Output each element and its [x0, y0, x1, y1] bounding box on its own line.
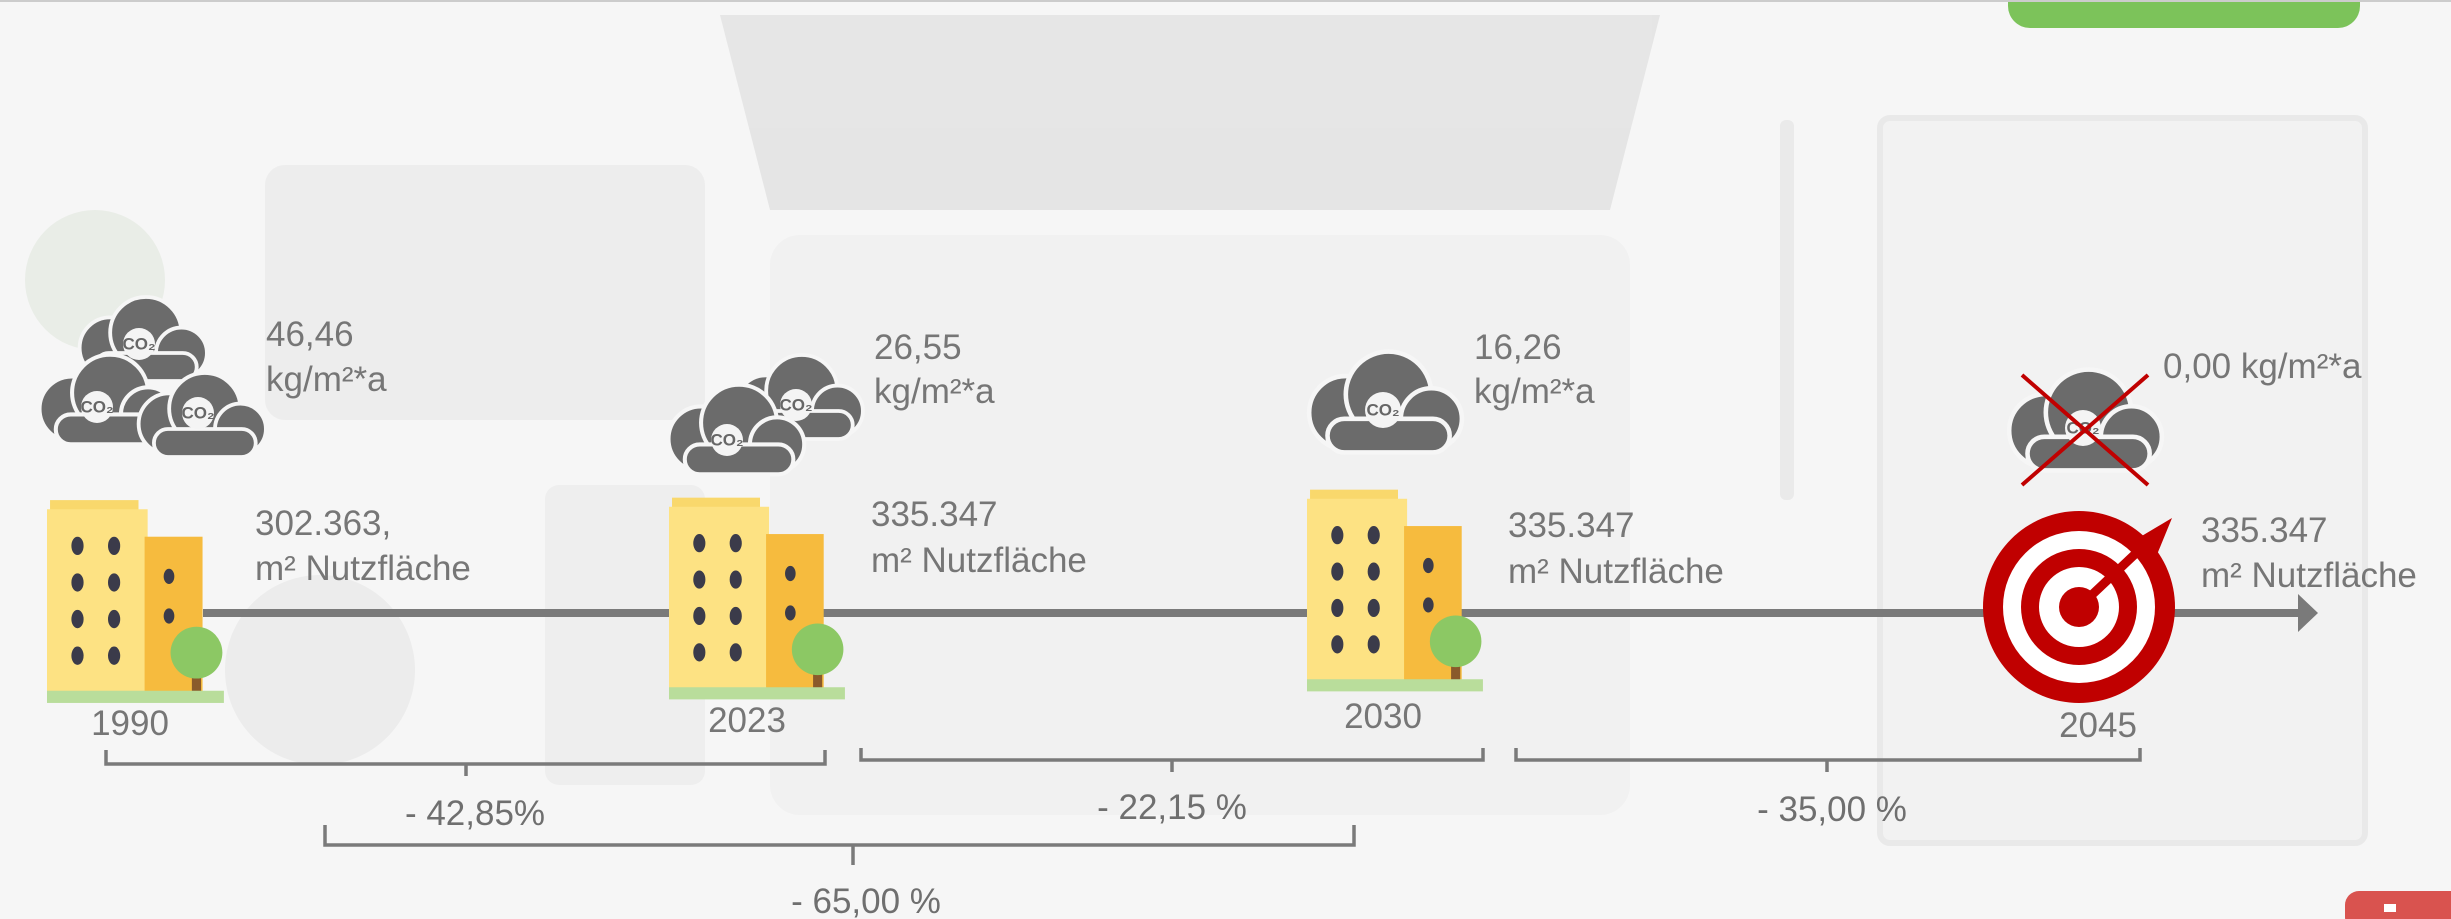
emission-unit: kg/m²*a — [1474, 372, 1595, 411]
co2-label: CO₂ — [181, 403, 214, 422]
button-icon — [2384, 904, 2396, 912]
area-unit: m² Nutzfläche — [2201, 556, 2417, 595]
emission-value: 16,26 — [1474, 328, 1562, 367]
infographic: CO₂ CO₂ CO₂ CO₂ CO₂ CO₂ CO₂ 46,46 kg/m²*… — [0, 0, 2451, 919]
co2-label: CO₂ — [710, 430, 743, 449]
area-unit: m² Nutzfläche — [871, 541, 1087, 580]
area-unit: m² Nutzfläche — [1508, 552, 1724, 591]
area-value: 335.347 — [1508, 506, 1635, 545]
emission-unit: kg/m²*a — [874, 372, 995, 411]
button[interactable] — [2345, 891, 2451, 919]
area-value: 302.363, — [255, 504, 391, 543]
reduction-label: - 42,85% — [405, 794, 545, 833]
reduction-label: - 22,15 % — [1097, 788, 1247, 827]
area-value: 335.347 — [871, 495, 998, 534]
area-value: 335.347 — [2201, 511, 2328, 550]
building-icon — [47, 500, 224, 703]
button[interactable] — [2008, 0, 2360, 28]
emission-unit: kg/m²*a — [266, 360, 387, 399]
emission-value: 46,46 — [266, 315, 354, 354]
co2-label: CO₂ — [1366, 400, 1399, 419]
reduction-label: - 65,00 % — [791, 882, 941, 919]
target-icon — [1983, 511, 2175, 703]
page: {"co2_label": "CO₂", "milestones": [ {"y… — [0, 0, 2451, 919]
bracket — [106, 750, 825, 776]
emission-value: 26,55 — [874, 328, 962, 367]
year: 1990 — [91, 704, 169, 743]
reduction-label: - 35,00 % — [1757, 790, 1907, 829]
co2-label: CO₂ — [779, 395, 812, 414]
year: 2030 — [1344, 697, 1422, 736]
co2-label: CO₂ — [80, 397, 113, 416]
year: 2045 — [2059, 706, 2137, 745]
year: 2023 — [708, 701, 786, 740]
emission-value: 0,00 kg/m²*a — [2163, 347, 2362, 386]
co2-label: CO₂ — [122, 334, 155, 353]
area-unit: m² Nutzfläche — [255, 549, 471, 588]
